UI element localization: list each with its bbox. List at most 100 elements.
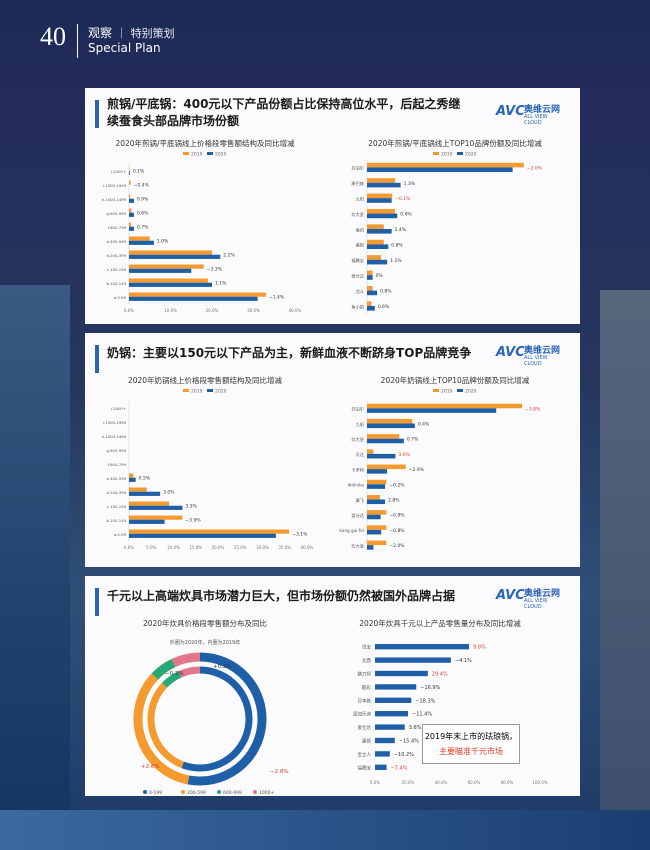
bar-2019 bbox=[129, 515, 183, 520]
bar-2019 bbox=[129, 487, 147, 492]
donut-inner-slice bbox=[178, 666, 201, 678]
legend-swatch-2020 bbox=[207, 389, 213, 392]
bar-2019 bbox=[367, 540, 387, 546]
category-label: d.200-399 bbox=[107, 253, 127, 258]
bar-2020 bbox=[129, 533, 276, 538]
x-tick-label: 40.0% bbox=[289, 308, 302, 313]
legend-label-2019: 2019 bbox=[441, 152, 453, 158]
data-label: −15.4% bbox=[399, 739, 419, 745]
bar-2019 bbox=[367, 434, 400, 439]
donut-inner-slice bbox=[147, 682, 185, 769]
data-label: 3.6% bbox=[409, 725, 422, 731]
donut-label: −0.2% bbox=[165, 671, 184, 677]
category-label: 北斗 bbox=[356, 288, 364, 295]
title-accent bbox=[95, 588, 99, 616]
legend-dot bbox=[143, 790, 147, 794]
category-label: 爱仕达 bbox=[358, 724, 372, 731]
bar-2020 bbox=[129, 226, 134, 231]
legend-label-2019: 2019 bbox=[191, 152, 203, 158]
x-tick-label: 30.0% bbox=[256, 545, 269, 550]
data-label: −16.9% bbox=[420, 685, 440, 691]
data-label: −3.3% bbox=[207, 267, 223, 273]
bar-2019 bbox=[129, 529, 290, 534]
category-label: 膳刀师 bbox=[358, 671, 372, 678]
avc-logo: AVC 奥维云网 ALL VIEW CLOUD bbox=[496, 102, 566, 126]
x-tick-label: 100.0% bbox=[532, 780, 547, 785]
bar-2019 bbox=[367, 162, 524, 168]
bar-value bbox=[375, 711, 408, 717]
category-label: f.600-799 bbox=[108, 225, 127, 230]
bar-2019 bbox=[129, 278, 208, 283]
bar-2019 bbox=[129, 222, 132, 227]
bar-2019 bbox=[367, 239, 384, 245]
bar-2020 bbox=[367, 275, 373, 280]
bar-2019 bbox=[367, 464, 406, 470]
bar-2019 bbox=[367, 224, 384, 229]
logo-cn: 奥维云网 bbox=[524, 346, 561, 356]
category-label: g.800-999 bbox=[107, 211, 127, 216]
legend-label: 0-199 bbox=[149, 790, 162, 796]
category-label: 鱼小厨 bbox=[351, 303, 364, 310]
category-label: 爱仕达 bbox=[351, 273, 364, 280]
bar-2020 bbox=[367, 305, 375, 311]
bar-2020 bbox=[129, 268, 192, 273]
x-tick-label: 10.0% bbox=[164, 308, 177, 313]
data-label: 1.0% bbox=[157, 239, 169, 245]
data-label: 2.2% bbox=[223, 253, 235, 259]
bar-value bbox=[375, 764, 387, 770]
bar-2019 bbox=[367, 525, 387, 530]
category-label: b.100-149 bbox=[107, 518, 127, 523]
card-milk-pan: 奶锅：主要以150元以下产品为主，新鲜血液不断跻身TOP品牌竞争 AVC 奥维云… bbox=[85, 333, 580, 567]
logo-en: ALL VIEW CLOUD bbox=[524, 598, 548, 610]
category-label: e.400-599 bbox=[107, 476, 127, 481]
category-label: a.0-99 bbox=[114, 295, 127, 300]
data-label: −10.2% bbox=[394, 752, 414, 758]
category-label: j.2000+ bbox=[110, 169, 126, 174]
bar-2019 bbox=[367, 285, 373, 291]
bar-2020 bbox=[129, 240, 154, 245]
chart-title: 2020年奶锅线上TOP10品牌份额及同比增减 bbox=[381, 375, 530, 385]
category-label: 北鼎 bbox=[362, 657, 371, 664]
avc-logo: AVC 奥维云网 ALL VIEW CLOUD bbox=[496, 343, 566, 367]
legend-swatch-2019 bbox=[433, 152, 439, 155]
data-label: −3.8% bbox=[525, 406, 541, 412]
data-label: −3.9% bbox=[185, 518, 201, 524]
bar-2019 bbox=[367, 178, 395, 183]
donut-label: +2.6% bbox=[141, 764, 160, 770]
logo-en: ALL VIEW CLOUD bbox=[524, 355, 548, 367]
bar-2019 bbox=[129, 250, 212, 255]
x-tick-label: 40.0% bbox=[435, 780, 448, 785]
header-section: 观察 ｜ 特别策划 bbox=[88, 24, 175, 41]
donut-outer-slice bbox=[187, 652, 267, 786]
data-label: 29.4% bbox=[432, 672, 448, 678]
legend-dot bbox=[253, 790, 257, 794]
bar-2019 bbox=[367, 479, 387, 485]
bar-value bbox=[375, 737, 395, 744]
bar-value bbox=[375, 684, 417, 690]
decor-bottom bbox=[0, 810, 650, 850]
data-label: −3.1% bbox=[292, 532, 308, 538]
bar-2020 bbox=[129, 519, 165, 524]
data-label: 1.1% bbox=[215, 281, 227, 287]
legend-label: 600-999 bbox=[223, 790, 242, 796]
bar-2020 bbox=[367, 469, 388, 474]
category-label: 炊大皇 bbox=[351, 436, 364, 443]
category-label: f.600-799 bbox=[108, 462, 127, 467]
card-title: 千元以上高端炊具市场潜力巨大，但市场份额仍然被国外品牌占据 bbox=[107, 589, 456, 603]
card-title: 奶锅：主要以150元以下产品为主，新鲜血液不断跻身TOP品牌竞争 bbox=[107, 346, 472, 360]
bar-2019 bbox=[367, 403, 523, 409]
legend-swatch-2020 bbox=[207, 152, 213, 155]
data-label: 0.6% bbox=[378, 304, 390, 310]
x-tick-label: 25.0% bbox=[234, 545, 247, 550]
chart-subtitle: 外圈为2020年，内圈为2019年 bbox=[170, 639, 240, 646]
chart-milk-brand: 2020年奶锅线上TOP10品牌份额及同比增减 2019 2020 苏泊尔 −3.8% 九… bbox=[339, 375, 541, 553]
donut-inner-slice bbox=[161, 671, 182, 688]
bar-2020 bbox=[367, 408, 497, 413]
bar-2020 bbox=[129, 282, 212, 287]
data-label: −2.9% bbox=[409, 467, 425, 473]
data-label: −1.4% bbox=[269, 295, 285, 301]
category-label: 摩飞 bbox=[356, 497, 365, 504]
legend-swatch-2020 bbox=[457, 389, 463, 392]
x-tick-label: 20.0% bbox=[212, 545, 225, 550]
bar-2019 bbox=[367, 208, 395, 214]
